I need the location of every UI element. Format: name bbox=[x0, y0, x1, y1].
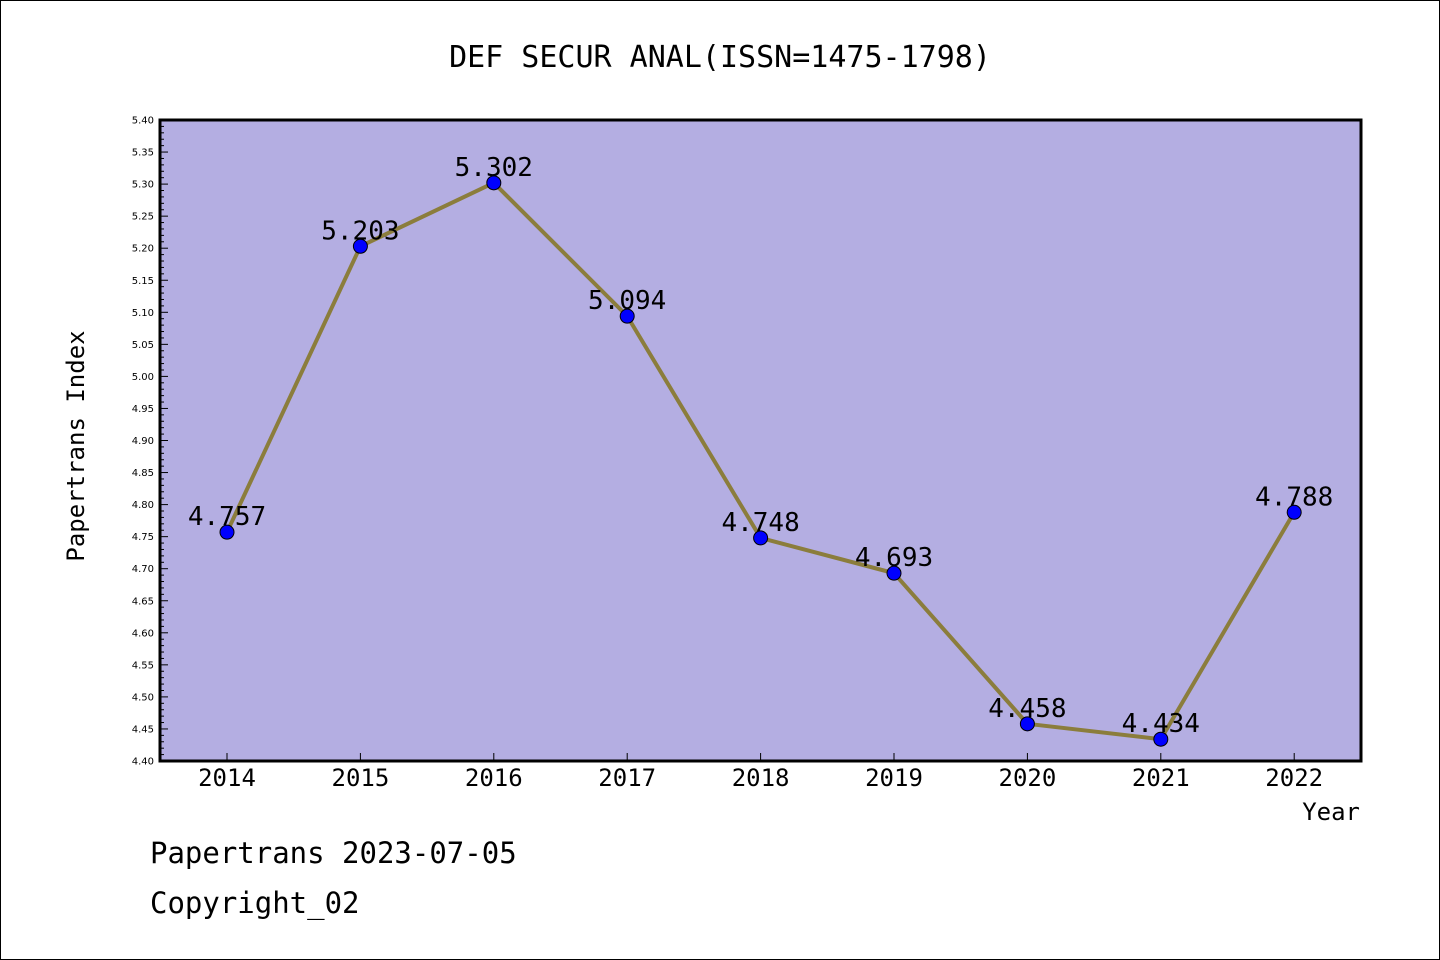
data-markers bbox=[219, 175, 1302, 747]
x-tick-label: 2017 bbox=[598, 764, 656, 792]
data-point-2015 bbox=[352, 238, 368, 254]
footer-copyright-line: Copyright_02 bbox=[150, 886, 360, 920]
x-tick-label: 2022 bbox=[1265, 764, 1323, 792]
x-tick-label: 2020 bbox=[999, 764, 1057, 792]
x-tick-label: 2014 bbox=[198, 764, 256, 792]
y-tick-label: 5.00 bbox=[132, 372, 154, 383]
y-tick-label: 4.75 bbox=[132, 532, 154, 543]
y-tick-label: 5.20 bbox=[132, 244, 154, 255]
data-label-2016: 5.302 bbox=[455, 153, 533, 183]
x-tick-label: 2019 bbox=[865, 764, 923, 792]
data-label-2015: 5.203 bbox=[321, 216, 399, 246]
y-tick-label: 5.30 bbox=[132, 180, 154, 191]
y-axis-label: Papertrans Index bbox=[62, 330, 90, 561]
y-tick-label: 5.10 bbox=[132, 308, 154, 319]
plot-border bbox=[158, 118, 1363, 763]
data-point-2014 bbox=[219, 524, 235, 540]
y-tick-label: 4.50 bbox=[132, 692, 154, 703]
y-tick-label: 4.90 bbox=[132, 436, 154, 447]
y-tick-label: 5.40 bbox=[132, 116, 154, 127]
y-tick-label: 4.55 bbox=[132, 660, 154, 671]
x-tick-label: 2016 bbox=[465, 764, 523, 792]
data-labels: 4.757 5.203 5.302 5.094 4.748 4.693 4.458 4.434… bbox=[188, 153, 1333, 739]
data-label-2014: 4.757 bbox=[188, 502, 266, 532]
y-tick-label: 4.65 bbox=[132, 596, 154, 607]
y-tick-label: 4.60 bbox=[132, 628, 154, 639]
y-tick-label: 4.45 bbox=[132, 724, 154, 735]
y-tick-label: 4.70 bbox=[132, 564, 154, 575]
y-axis: 4.40 4.45 4.50 4.55 4.60 4.65 4.70 4.75 4.80 4.85… bbox=[132, 116, 168, 768]
y-tick-label: 5.25 bbox=[132, 212, 154, 223]
data-point-2017 bbox=[619, 308, 635, 324]
data-point-2019 bbox=[886, 565, 902, 581]
data-label-2021: 4.434 bbox=[1122, 709, 1200, 739]
data-point-2022 bbox=[1286, 504, 1302, 520]
data-point-2020 bbox=[1019, 716, 1035, 732]
data-label-2017: 5.094 bbox=[588, 286, 666, 316]
y-tick-label: 4.80 bbox=[132, 500, 154, 511]
x-axis-label: Year bbox=[1302, 798, 1360, 826]
data-label-2019: 4.693 bbox=[855, 543, 933, 573]
y-tick-label: 5.15 bbox=[132, 276, 154, 287]
x-tick-label: 2015 bbox=[332, 764, 390, 792]
chart-title: DEF SECUR ANAL(ISSN=1475-1798) bbox=[449, 40, 991, 75]
footer-date-line: Papertrans 2023-07-05 bbox=[150, 836, 517, 870]
data-point-2021 bbox=[1153, 731, 1169, 747]
data-label-2018: 4.748 bbox=[721, 508, 799, 538]
x-tick-label: 2018 bbox=[732, 764, 790, 792]
y-tick-label: 4.95 bbox=[132, 404, 154, 415]
y-tick-label: 4.40 bbox=[132, 757, 154, 768]
data-label-2022: 4.788 bbox=[1255, 482, 1333, 512]
data-label-2020: 4.458 bbox=[988, 694, 1066, 724]
y-tick-label: 5.35 bbox=[132, 148, 154, 159]
data-point-2018 bbox=[753, 530, 769, 546]
y-tick-label: 5.05 bbox=[132, 340, 154, 351]
x-axis: 2014 2015 2016 2017 2018 2019 2020 2021 2022 bbox=[198, 753, 1323, 792]
y-tick-label: 4.85 bbox=[132, 468, 154, 479]
plot-area bbox=[160, 120, 1361, 761]
data-point-2016 bbox=[486, 175, 502, 191]
x-tick-label: 2021 bbox=[1132, 764, 1190, 792]
